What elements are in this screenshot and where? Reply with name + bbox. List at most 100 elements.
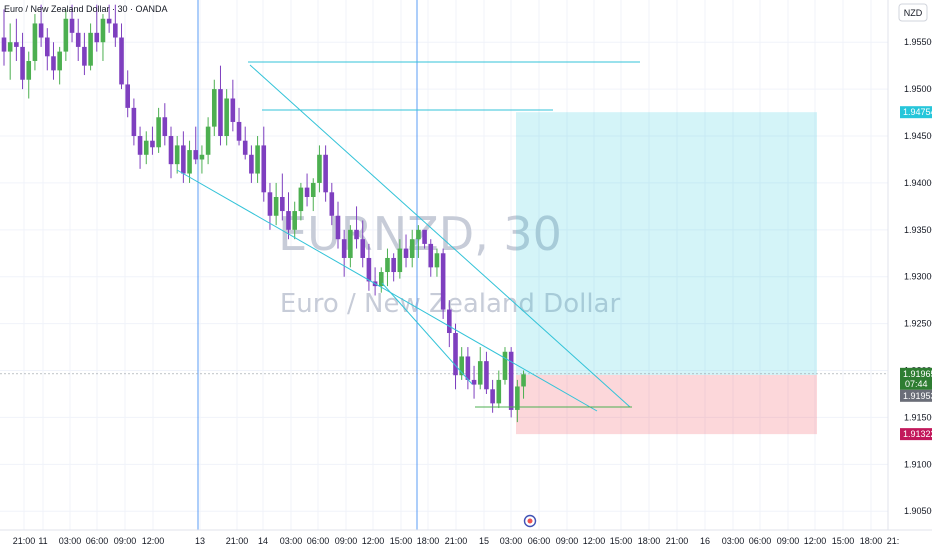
target-price-badge: 1.94754 <box>900 106 932 119</box>
time-tick-label: 16 <box>700 536 710 546</box>
candle-body <box>323 154 328 193</box>
price-tick-label: 1.93500 <box>904 225 932 235</box>
time-axis[interactable] <box>0 530 932 550</box>
candle-body <box>100 18 106 43</box>
time-tick-label: 09:00 <box>335 536 358 546</box>
candle-body <box>471 379 477 385</box>
candle-body <box>465 356 471 380</box>
candle-body <box>298 187 304 212</box>
candle-body <box>75 32 81 47</box>
candle-body <box>403 248 409 258</box>
candle-body <box>20 46 25 80</box>
candle-body <box>490 389 495 404</box>
candle-body <box>255 145 260 174</box>
time-tick-label: 03:00 <box>59 536 82 546</box>
candle-body <box>1 37 7 52</box>
candle-body <box>51 56 56 71</box>
grid <box>0 0 894 530</box>
candle-body <box>434 253 440 268</box>
candle-body <box>236 121 242 141</box>
price-tick-label: 1.91000 <box>904 459 932 469</box>
candle-body <box>280 196 285 212</box>
candle-body <box>249 154 254 174</box>
candle-body <box>156 117 161 148</box>
candle-body <box>7 42 13 52</box>
candle-body <box>137 136 143 155</box>
stop-zone[interactable] <box>516 374 817 435</box>
event-icon[interactable] <box>523 514 537 528</box>
trendlines[interactable] <box>176 61 640 412</box>
candle-body <box>131 107 137 137</box>
candle-body <box>230 98 236 122</box>
candle-body <box>484 361 489 390</box>
candle-body <box>26 60 32 80</box>
time-tick-label: 18:00 <box>638 536 661 546</box>
time-tick-label: 09:00 <box>556 536 579 546</box>
candle-body <box>44 37 50 57</box>
candle-body <box>422 229 427 244</box>
candle-body <box>205 126 211 155</box>
candle-body <box>218 89 223 137</box>
time-tick-label: 21:00 <box>226 536 249 546</box>
time-ticks: 21:00 11 03:00 06:00 09:00 12:00 13 21:00 14 03:0… <box>13 536 900 546</box>
candle-body <box>447 309 452 334</box>
candle-body <box>168 136 174 165</box>
candle-body <box>521 374 526 387</box>
time-tick-label: 14 <box>258 536 268 546</box>
candle-body <box>261 145 267 193</box>
candle-body <box>440 253 446 310</box>
candle-body <box>162 117 168 137</box>
time-tick-label: 11 <box>38 536 47 546</box>
candle-body <box>304 187 310 197</box>
current-price-label: 1.91965 <box>903 369 932 379</box>
time-tick-label: 06:00 <box>528 536 551 546</box>
candle-body <box>397 248 403 273</box>
time-tick-label: 15:00 <box>390 536 413 546</box>
price-tick-label: 1.94000 <box>904 178 932 188</box>
time-tick-label: 12:00 <box>804 536 827 546</box>
candle-body <box>63 18 69 52</box>
candle-body <box>508 351 514 410</box>
time-tick-label: 06:00 <box>307 536 330 546</box>
candle-body <box>360 239 366 258</box>
candle-body <box>242 140 248 155</box>
time-tick-label: 03:00 <box>500 536 523 546</box>
candle-body <box>286 211 291 230</box>
target-zone[interactable] <box>516 112 817 375</box>
candle-body <box>378 272 384 287</box>
time-tick-label: 13 <box>195 536 205 546</box>
price-tick-label: 1.91500 <box>904 412 932 422</box>
candle-body <box>224 98 229 137</box>
candle-body <box>477 361 483 385</box>
candle-body <box>150 140 155 148</box>
time-tick-label: 21:00 <box>445 536 468 546</box>
candle-body <box>69 18 75 33</box>
price-axis[interactable] <box>888 0 932 530</box>
wedge-line[interactable] <box>381 282 473 385</box>
candle-body <box>32 23 38 61</box>
candle-body <box>125 84 130 108</box>
time-tick-label: 03:00 <box>280 536 303 546</box>
candle-body <box>366 257 372 282</box>
candle-body <box>14 42 19 47</box>
time-tick-label: 21:00 <box>13 536 36 546</box>
candle-body <box>38 23 44 38</box>
currency-badge[interactable] <box>898 3 928 22</box>
currency-label: NZD <box>904 8 923 18</box>
candle-body <box>94 32 100 43</box>
channel-upper-line[interactable] <box>249 64 631 408</box>
channel-lower-line[interactable] <box>176 169 598 412</box>
time-tick-label: 06:00 <box>86 536 109 546</box>
time-tick-label: 09:00 <box>777 536 800 546</box>
candle-body <box>267 192 273 216</box>
candle-body <box>310 182 316 197</box>
candle-body <box>496 379 502 404</box>
candle-body <box>143 140 149 155</box>
candle-body <box>515 386 520 410</box>
target-price-label: 1.94754 <box>903 107 932 117</box>
time-tick-label: 12:00 <box>583 536 606 546</box>
